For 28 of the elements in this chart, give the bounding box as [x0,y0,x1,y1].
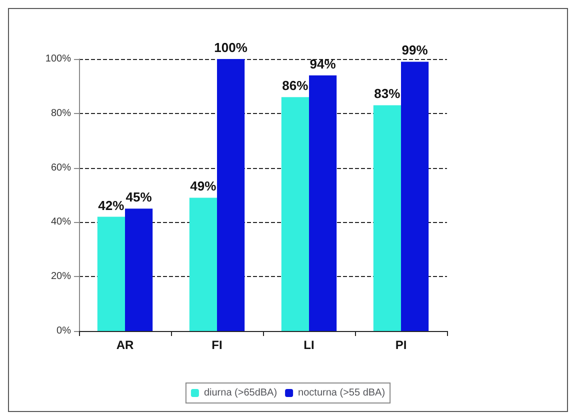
y-tick-label: 100% [45,54,72,64]
data-label: 100% [214,40,248,55]
x-tick-label: AR [116,338,134,352]
legend-label: diurna (>65dBA) [204,388,278,398]
data-label: 86% [282,78,309,94]
bar [401,62,429,331]
data-label: 94% [310,56,336,72]
data-label: 83% [374,86,401,102]
bar [217,59,245,331]
bar [373,105,401,331]
bar [97,216,125,331]
x-tick-label: FI [212,338,222,352]
y-tick-label: 20% [50,271,72,282]
data-label: 49% [190,178,217,194]
y-tick-label: 60% [50,162,72,174]
bar [125,208,153,331]
data-label: 42% [98,198,125,213]
data-label: 99% [402,42,428,58]
x-tick-label: LI [304,338,314,352]
y-tick-label: 80% [50,108,72,119]
data-label: 45% [126,190,152,205]
legend-label: nocturna (>55 dBA) [298,388,386,398]
y-tick-label: 0% [56,326,72,336]
bar [189,198,217,331]
bar [309,75,337,331]
y-tick-label: 40% [50,216,72,228]
x-tick-label: PI [395,338,407,352]
bar [281,97,309,331]
